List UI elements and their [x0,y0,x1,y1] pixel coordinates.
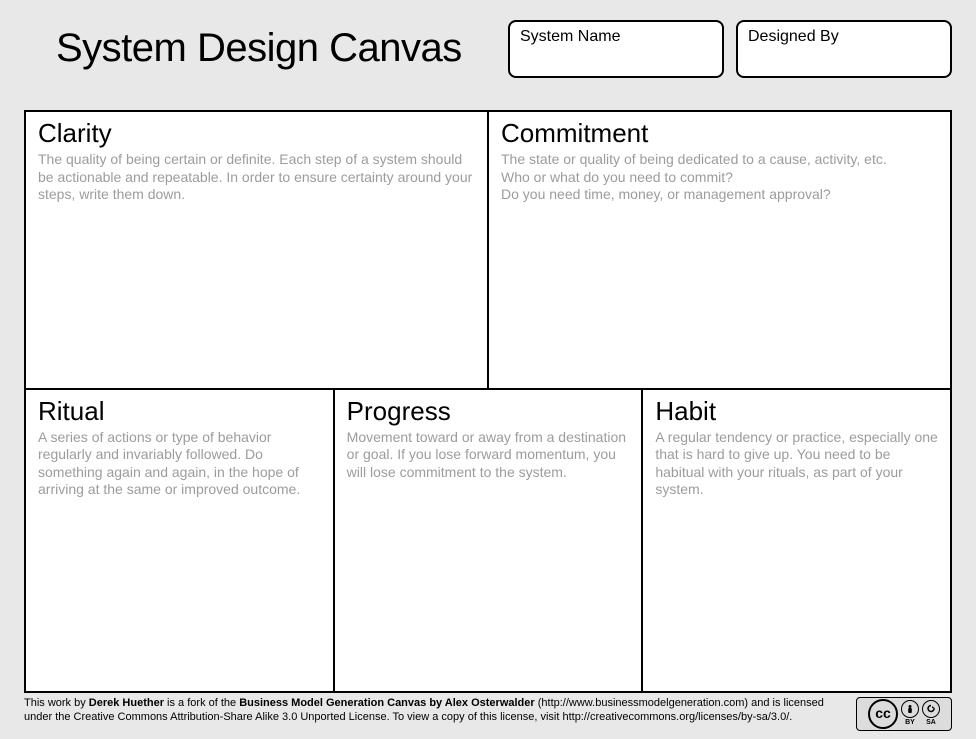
commitment-title: Commitment [501,118,938,149]
designed-by-field[interactable]: Designed By [736,20,952,78]
cc-by-label: BY [905,719,915,728]
header: System Design Canvas System Name Designe… [24,20,952,92]
cc-sa-icon [922,700,940,718]
habit-title: Habit [655,396,938,427]
row-bottom: Ritual A series of actions or type of be… [26,390,950,691]
cell-ritual[interactable]: Ritual A series of actions or type of be… [26,390,335,691]
system-name-label: System Name [520,28,620,45]
cc-icon: cc [868,699,898,729]
cell-commitment[interactable]: Commitment The state or quality of being… [489,112,950,388]
cell-clarity[interactable]: Clarity The quality of being certain or … [26,112,489,388]
cc-sa-wrap: SA [922,700,940,728]
designed-by-label: Designed By [748,28,839,45]
commitment-desc: The state or quality of being dedicated … [501,151,938,204]
footer-text: This work by Derek Huether is a fork of … [24,697,846,725]
canvas-grid: Clarity The quality of being certain or … [24,110,952,693]
clarity-title: Clarity [38,118,475,149]
system-name-field[interactable]: System Name [508,20,724,78]
cell-habit[interactable]: Habit A regular tendency or practice, es… [643,390,950,691]
footer: This work by Derek Huether is a fork of … [24,697,952,731]
ritual-title: Ritual [38,396,321,427]
clarity-desc: The quality of being certain or definite… [38,151,475,204]
progress-desc: Movement toward or away from a destinati… [347,429,630,482]
progress-title: Progress [347,396,630,427]
cc-license-badge: cc BY SA [856,697,952,731]
habit-desc: A regular tendency or practice, especial… [655,429,938,499]
cc-sa-label: SA [926,719,936,728]
page-title: System Design Canvas [24,20,496,71]
row-top: Clarity The quality of being certain or … [26,112,950,390]
cell-progress[interactable]: Progress Movement toward or away from a … [335,390,644,691]
cc-by-icon [901,700,919,718]
cc-by-wrap: BY [901,700,919,728]
ritual-desc: A series of actions or type of behavior … [38,429,321,499]
